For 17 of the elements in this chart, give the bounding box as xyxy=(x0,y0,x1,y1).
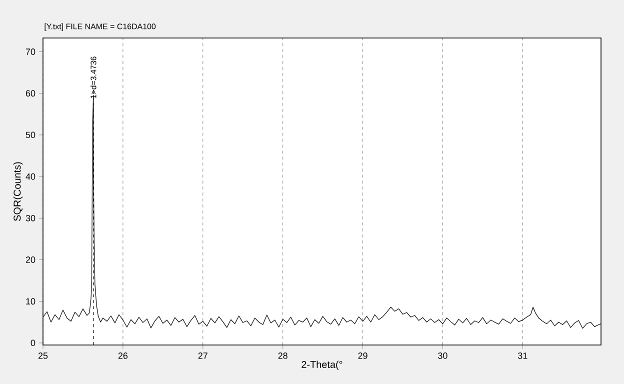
y-tick-label: 40 xyxy=(26,173,36,180)
x-tick-label: 31 xyxy=(518,352,528,359)
x-tick-label: 29 xyxy=(358,352,368,359)
x-tick-label: 30 xyxy=(438,352,448,359)
y-tick-label: 10 xyxy=(26,298,36,304)
x-tick-label: 25 xyxy=(38,352,48,359)
y-tick-label: 50 xyxy=(26,132,36,138)
y-tick-label: 60 xyxy=(26,90,36,97)
x-tick-label: 28 xyxy=(278,352,288,359)
y-tick-label: 20 xyxy=(26,256,36,263)
y-tick-label: 70 xyxy=(26,48,36,55)
y-axis-title: SQR(Counts) xyxy=(13,162,23,221)
x-tick-label: 27 xyxy=(198,352,208,359)
y-tick-label: 30 xyxy=(26,214,36,222)
x-axis-title: 2-Theta(° xyxy=(302,360,342,370)
y-tick-label: 0 xyxy=(30,340,36,346)
x-tick-label: 26 xyxy=(118,352,128,359)
